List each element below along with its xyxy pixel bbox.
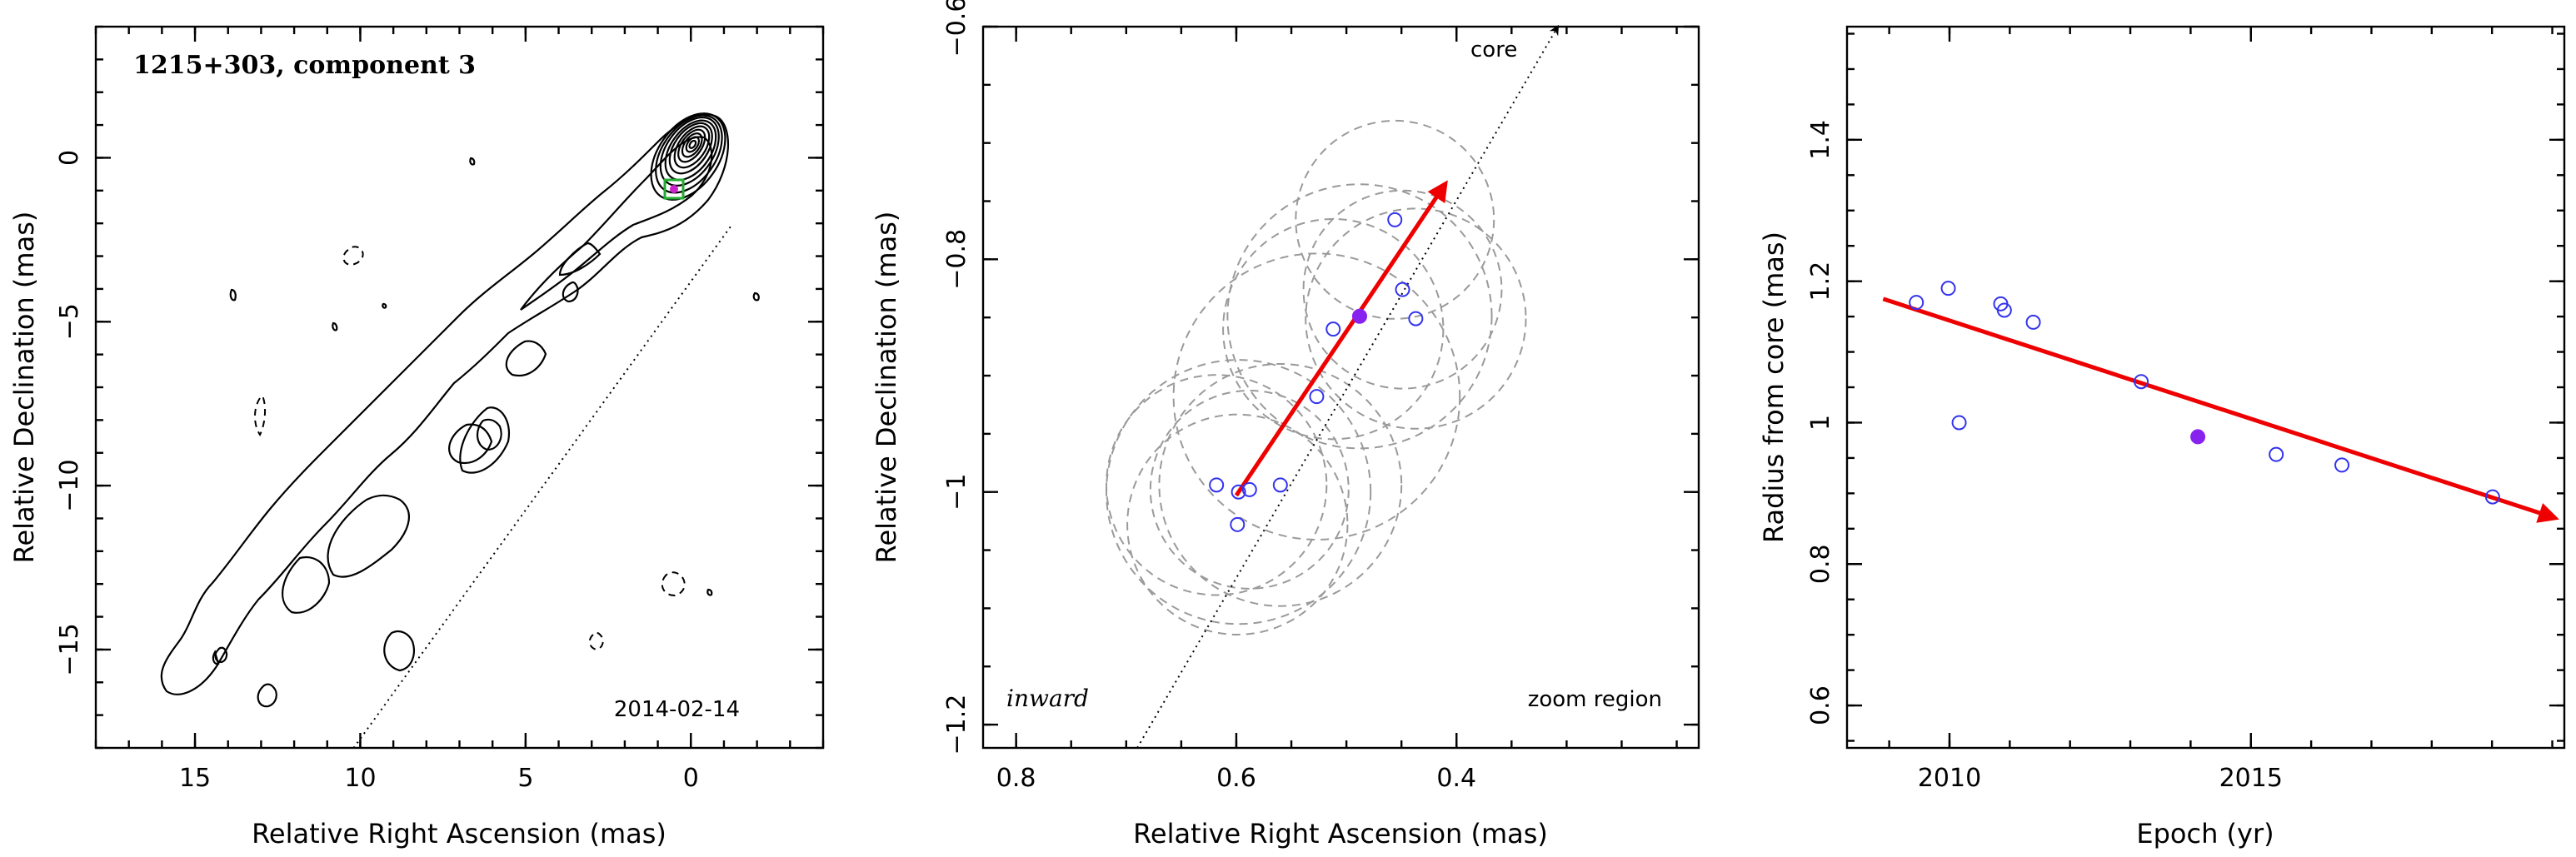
panel-1-x-axis-label: Relative Right Ascension (mas) — [252, 818, 666, 850]
panel-2-points — [1209, 212, 1424, 532]
panel-1-epoch-label: 2014-02-14 — [614, 697, 740, 722]
data-point — [1272, 477, 1288, 493]
panel-2-motion-arrow — [1234, 180, 1448, 497]
error-circle — [1172, 252, 1461, 541]
x-tick-label: 0.8 — [996, 764, 1036, 793]
error-circle — [1222, 218, 1445, 441]
panel-1-title: 1215+303, component 3 — [133, 51, 476, 80]
error-circle — [1302, 189, 1503, 390]
data-point — [1940, 281, 1956, 296]
error-circle — [1158, 362, 1403, 607]
data-point — [1951, 415, 1967, 431]
data-point — [1241, 481, 1257, 497]
panel-2-error-circles — [1106, 119, 1527, 635]
x-tick-label: 5 — [517, 764, 533, 793]
panel-1-contours — [160, 112, 760, 708]
x-tick-label: 10 — [344, 764, 376, 793]
error-circle — [1295, 119, 1495, 320]
x-tick-label: 0.6 — [1216, 764, 1256, 793]
panel-2-frame — [981, 25, 1700, 750]
panel-3-ticks: 2010 2015 0.6 0.8 1 1.2 1.4 — [1806, 27, 2564, 793]
panel-2-zoom-region: 0.8 0.6 0.4 −0.6 −0.8 −1 −1.2 core inward zoom… — [871, 0, 1700, 850]
y-tick-label: −0.8 — [942, 229, 971, 290]
x-tick-label: 0.4 — [1436, 764, 1476, 793]
error-circle — [1126, 413, 1349, 635]
data-point — [1230, 516, 1246, 532]
x-tick-label: 2010 — [1918, 764, 1981, 793]
error-circle — [1106, 359, 1372, 625]
error-circle — [1149, 389, 1350, 590]
error-circle — [1226, 183, 1493, 450]
y-tick-label: 0 — [55, 150, 84, 166]
data-point — [1209, 477, 1225, 493]
error-circle — [1305, 207, 1527, 430]
data-point — [1408, 311, 1424, 326]
y-tick-label: −1.2 — [942, 695, 971, 755]
data-point — [1231, 484, 1246, 500]
y-tick-label: 1 — [1806, 415, 1835, 431]
panel-3-y-axis-label: Radius from core (mas) — [1758, 232, 1790, 543]
x-tick-label: 0 — [683, 764, 699, 793]
highlight-epoch-point — [1351, 308, 1367, 324]
data-point — [1325, 321, 1341, 337]
y-tick-label: −10 — [55, 459, 84, 511]
data-point — [2025, 314, 2041, 330]
data-point — [1395, 282, 1410, 297]
panel-2-y-axis-label: Relative Declination (mas) — [871, 212, 902, 564]
y-tick-label: 0.8 — [1806, 544, 1835, 584]
panel-1-y-axis-label: Relative Declination (mas) — [8, 212, 40, 564]
data-point — [1309, 389, 1325, 405]
panel-2-ticks: 0.8 0.6 0.4 −0.6 −0.8 −1 −1.2 — [942, 0, 1699, 793]
y-tick-label: 0.6 — [1806, 685, 1835, 725]
y-tick-label: −5 — [55, 303, 84, 340]
data-point — [1996, 302, 2012, 318]
data-point — [2484, 489, 2500, 505]
data-point — [2334, 457, 2350, 473]
panel-2-inward-label: inward — [1006, 685, 1089, 712]
panel-1-contour-map: 15 10 5 0 0 −5 −10 −15 — [8, 25, 825, 850]
x-tick-label: 2015 — [2219, 764, 2283, 793]
panel-1-direction-line — [352, 226, 731, 749]
panel-2-x-axis-label: Relative Right Ascension (mas) — [1133, 818, 1548, 850]
panel-1-ticks: 15 10 5 0 0 −5 −10 −15 — [55, 25, 825, 793]
panel-1-frame — [94, 25, 825, 750]
panel-3-frame — [1845, 25, 2566, 750]
panel-3-points — [1909, 281, 2500, 505]
data-point — [1909, 295, 1925, 311]
y-tick-label: −1 — [942, 474, 971, 511]
highlight-epoch-point — [2190, 429, 2206, 445]
x-tick-label: 15 — [179, 764, 211, 793]
panel-2-core-label: core — [1470, 37, 1517, 62]
panel-3-x-axis-label: Epoch (yr) — [2136, 818, 2274, 850]
data-point — [2269, 446, 2284, 462]
error-circle — [1106, 374, 1328, 596]
panel-3-radius-vs-epoch: 2010 2015 0.6 0.8 1 1.2 1.4 Epoch (yr) Radius … — [1758, 25, 2566, 850]
panel-2-zoom-region-label: zoom region — [1528, 687, 1662, 712]
panel-2-core-direction-line — [1136, 24, 1560, 749]
y-tick-label: 1.2 — [1806, 262, 1835, 301]
y-tick-label: −0.6 — [942, 0, 971, 57]
y-tick-label: 1.4 — [1806, 120, 1835, 160]
y-tick-label: −15 — [55, 623, 84, 675]
data-point — [2134, 374, 2149, 390]
panel-3-fit-arrow — [1882, 296, 2559, 523]
data-point — [1387, 212, 1403, 227]
